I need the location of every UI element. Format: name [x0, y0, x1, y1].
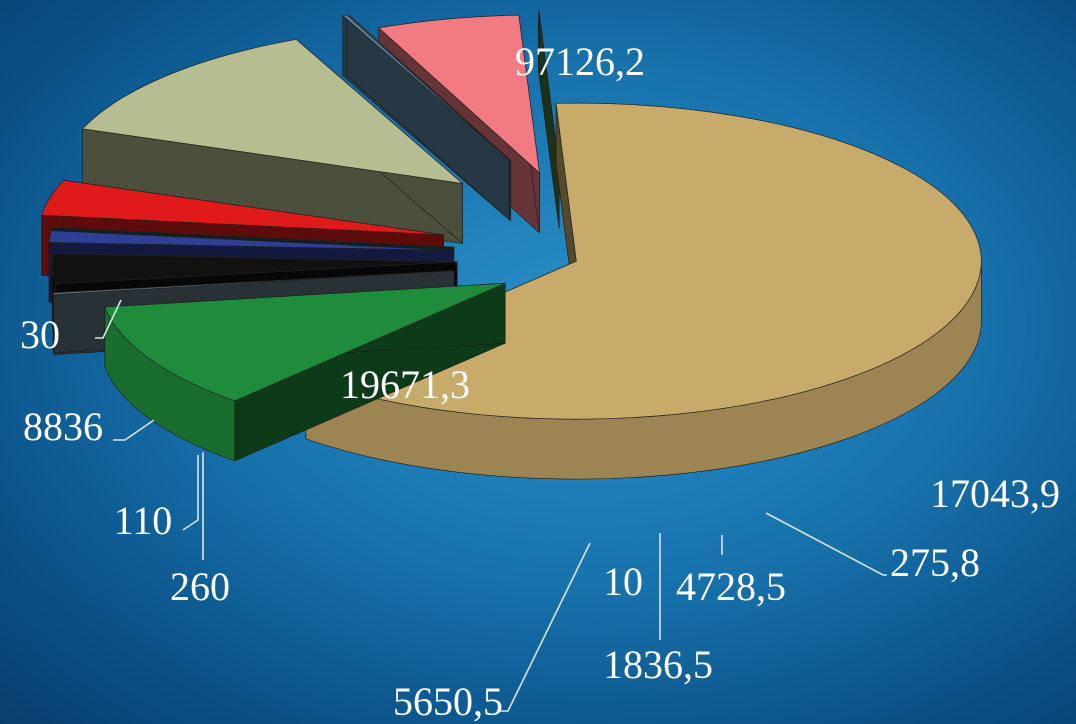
data-label: 19671,3 [340, 362, 470, 407]
slice-top-face [51, 227, 454, 248]
data-label: 260 [170, 564, 230, 609]
data-label: 1836,5 [603, 642, 713, 687]
data-label: 4728,5 [676, 564, 786, 609]
data-label: 275,8 [890, 540, 980, 585]
slice-top-face [538, 10, 560, 169]
slice-top-face [41, 179, 444, 236]
slice-top-face [52, 270, 455, 295]
slice-top-face [341, 14, 510, 160]
data-label: 5650,5 [393, 679, 503, 724]
data-labels: 97126,2 17043,9 275,8 4728,5 1836,5 10 5650,5 1… [20, 39, 1060, 724]
pie-slice [538, 10, 560, 229]
data-label: 8836 [23, 404, 103, 449]
leader-line [113, 419, 155, 441]
slice-top-face [48, 230, 454, 251]
leader-line [95, 299, 122, 339]
slice-top-face [104, 282, 506, 402]
pie-slice [104, 282, 506, 462]
pie-slice [341, 14, 510, 221]
data-label: 10 [603, 559, 643, 604]
slice-top-face [378, 14, 540, 174]
leader-line [182, 455, 199, 531]
leader-line [765, 512, 887, 576]
pie-slice [81, 38, 464, 245]
slice-top-face [81, 39, 464, 185]
leader-line [497, 542, 591, 712]
data-label: 30 [20, 312, 60, 357]
data-label: 17043,9 [930, 471, 1060, 516]
data-label: 97126,2 [515, 39, 645, 84]
data-label: 110 [114, 498, 173, 543]
slice-top-face [51, 253, 458, 285]
pie-slices [41, 10, 982, 480]
leader-lines [95, 299, 887, 712]
